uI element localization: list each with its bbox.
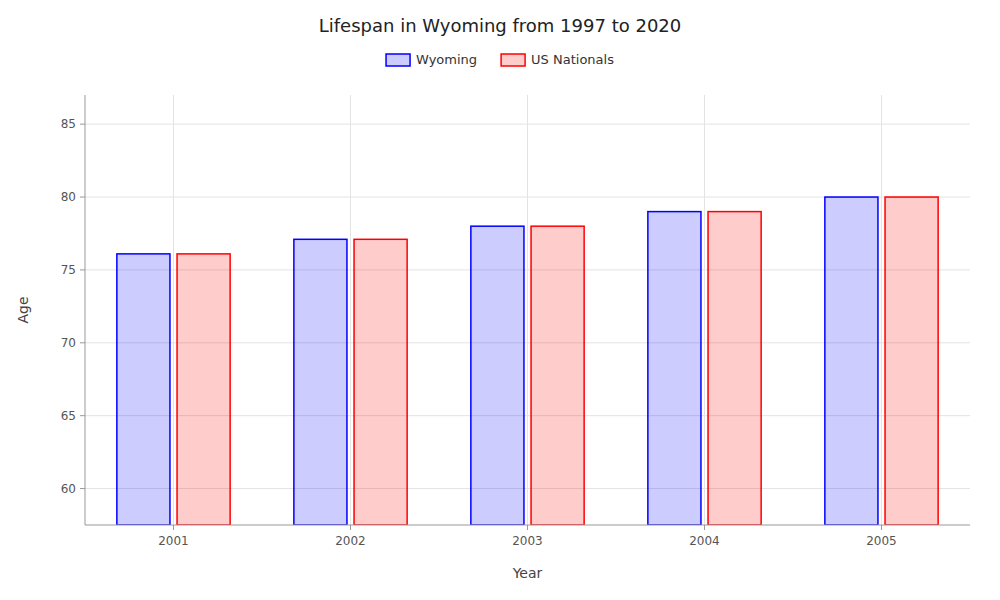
y-tick	[80, 124, 85, 125]
legend-item: Wyoming	[386, 52, 477, 67]
chart-container: 60 65 70 75 80 85 2001 2002 2003 2004 2005 Year Age L…	[0, 0, 1000, 600]
bar	[885, 197, 938, 525]
chart-svg: 60 65 70 75 80 85 2001 2002 2003 2004 2005 Year Age L…	[0, 0, 1000, 600]
bar	[294, 239, 347, 525]
bar	[471, 226, 524, 525]
x-tick	[527, 525, 528, 530]
legend-swatch	[386, 54, 410, 66]
x-tick-label: 2003	[512, 534, 543, 548]
x-grid-line	[173, 95, 174, 525]
y-tick-label: 75	[61, 263, 76, 277]
x-tick-label: 2005	[866, 534, 897, 548]
legend-item: US Nationals	[501, 52, 614, 67]
bar	[708, 212, 761, 525]
y-axis-label: Age	[15, 296, 31, 323]
bar	[177, 254, 230, 525]
chart-title: Lifespan in Wyoming from 1997 to 2020	[319, 15, 682, 36]
x-tick-label: 2001	[158, 534, 189, 548]
legend-swatch	[501, 54, 525, 66]
y-tick-label: 60	[61, 482, 76, 496]
x-tick	[350, 525, 351, 530]
bar	[354, 239, 407, 525]
y-tick-label: 85	[61, 117, 76, 131]
legend: Wyoming US Nationals	[386, 52, 614, 67]
x-tick-label: 2004	[689, 534, 720, 548]
grid	[85, 95, 970, 525]
y-tick	[80, 197, 85, 198]
bars	[117, 197, 938, 525]
x-grid-line	[527, 95, 528, 525]
x-grid-line	[350, 95, 351, 525]
bar	[648, 212, 701, 525]
bar	[117, 254, 170, 525]
axes: 60 65 70 75 80 85 2001 2002 2003 2004 2005	[61, 95, 970, 548]
y-tick-label: 80	[61, 190, 76, 204]
x-tick	[881, 525, 882, 530]
x-grid-line	[881, 95, 882, 525]
legend-label: Wyoming	[416, 52, 477, 67]
bar	[825, 197, 878, 525]
y-axis-line	[85, 95, 86, 525]
x-tick	[173, 525, 174, 530]
x-tick-label: 2002	[335, 534, 366, 548]
x-tick	[704, 525, 705, 530]
y-tick-label: 65	[61, 409, 76, 423]
x-axis-label: Year	[512, 565, 543, 581]
y-tick	[80, 269, 85, 270]
y-tick	[80, 342, 85, 343]
legend-label: US Nationals	[531, 52, 614, 67]
y-tick	[80, 488, 85, 489]
bar	[531, 226, 584, 525]
y-tick	[80, 415, 85, 416]
y-tick-label: 70	[61, 336, 76, 350]
x-grid-line	[704, 95, 705, 525]
